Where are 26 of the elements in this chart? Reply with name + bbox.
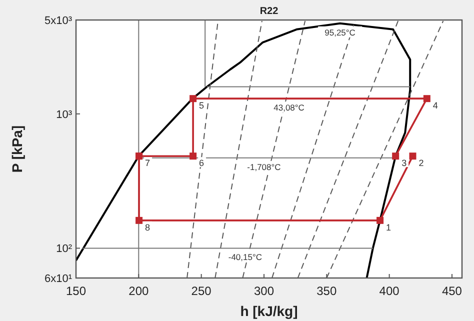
x-tick-label: 300 bbox=[254, 284, 274, 298]
chart-title: R22 bbox=[260, 6, 279, 17]
annotation: 7 bbox=[145, 158, 150, 168]
annotation: 5 bbox=[199, 100, 204, 111]
x-tick-label: 250 bbox=[191, 284, 212, 298]
y-tick-label: 10² bbox=[56, 243, 72, 256]
x-tick-label: 150 bbox=[66, 284, 86, 298]
x-tick-label: 400 bbox=[379, 284, 400, 298]
annotation: 95,25°C bbox=[324, 27, 356, 38]
annotation: 3 bbox=[402, 158, 407, 168]
annotation: 4 bbox=[432, 100, 438, 111]
x-tick-label: 350 bbox=[316, 284, 337, 298]
annotation: 6 bbox=[199, 158, 204, 168]
x-axis-title: h [kJ/kg] bbox=[240, 303, 298, 319]
y-tick-label: 6x10¹ bbox=[44, 273, 72, 285]
y-tick-label: 10³ bbox=[56, 108, 72, 121]
x-tick-label: 450 bbox=[442, 284, 462, 298]
annotation: 43,08°C bbox=[274, 102, 304, 113]
annotation: 8 bbox=[145, 222, 150, 232]
annotation: -40,15°C bbox=[228, 252, 262, 262]
y-tick-label: 5x10³ bbox=[44, 15, 72, 27]
annotation: 1 bbox=[386, 222, 392, 232]
x-tick-label: 200 bbox=[128, 284, 149, 298]
annotation: 2 bbox=[418, 158, 424, 168]
annotation: -1,708°C bbox=[247, 162, 281, 172]
y-axis-title: P [kPa] bbox=[9, 125, 25, 173]
